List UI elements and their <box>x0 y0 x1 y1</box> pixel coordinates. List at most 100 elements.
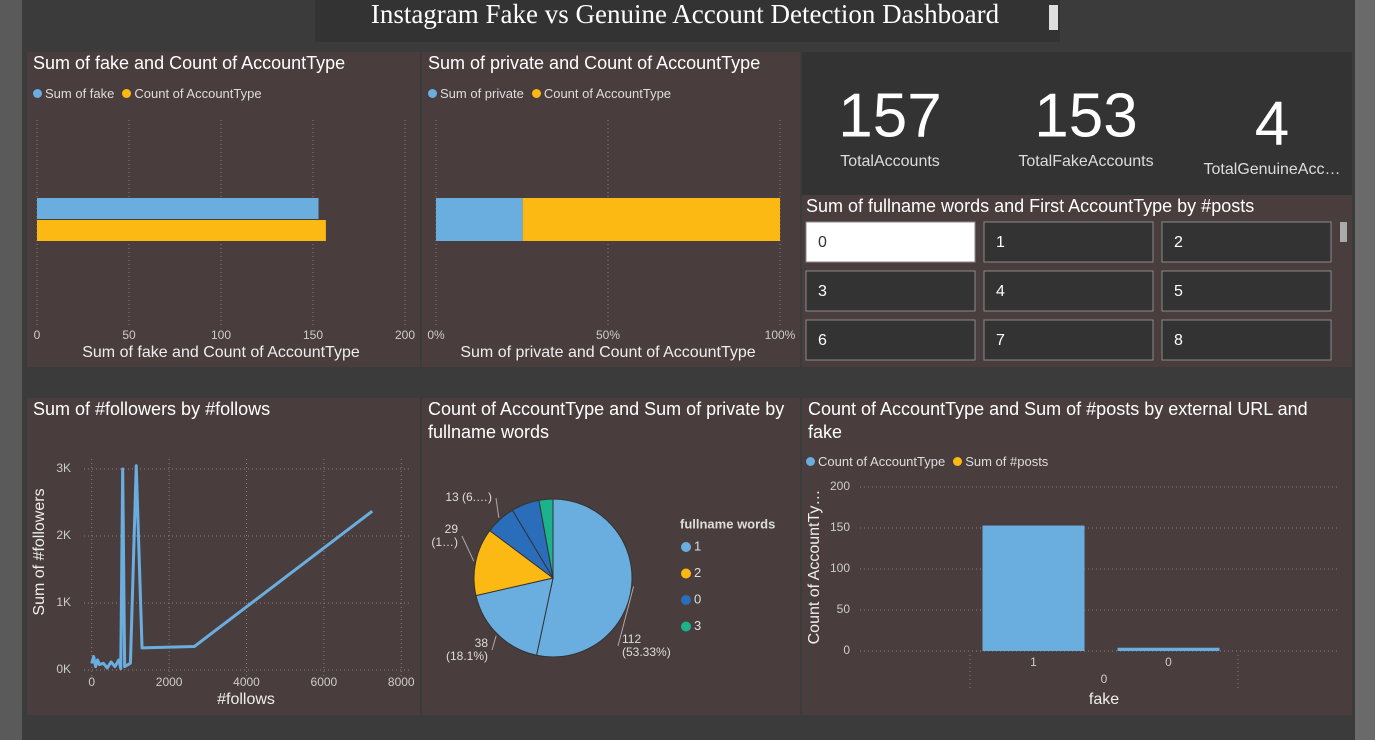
y-axis-title: Sum of #followers <box>31 488 48 615</box>
bar <box>37 198 319 219</box>
slicer-button[interactable]: 3 <box>805 270 976 312</box>
x-tick-label: 0 <box>34 328 41 342</box>
slicer-button-box <box>983 221 1154 263</box>
x-tick-label: 4000 <box>233 675 260 689</box>
slicer-button-box <box>1161 270 1332 312</box>
legend-label: Count of AccountType <box>134 86 262 101</box>
bar <box>982 525 1085 651</box>
slicer-button[interactable]: 0 <box>805 221 976 263</box>
legend-label: 3 <box>694 618 701 633</box>
leader-line <box>491 635 497 651</box>
card-label: TotalFakeAccounts <box>1018 153 1153 170</box>
slicer-button[interactable]: 4 <box>983 270 1154 312</box>
leader-line <box>495 497 500 518</box>
slicer-button-box <box>805 319 976 361</box>
legend-label: 0 <box>694 591 701 606</box>
x-tick-label: 200 <box>395 328 415 342</box>
data-label: 29 (1…) <box>431 522 458 549</box>
legend-swatch <box>953 457 963 466</box>
slicer-button[interactable]: 2 <box>1161 221 1332 263</box>
slicer-button-label: 6 <box>818 332 827 349</box>
x-tick-label: 2000 <box>156 675 183 689</box>
y-tick-label: 0K <box>56 662 71 676</box>
x-tick-label: 0 <box>1165 655 1172 669</box>
scrollbar <box>1340 222 1347 242</box>
x-tick-label: 50 <box>122 328 136 342</box>
y-tick-label: 3K <box>56 461 71 475</box>
slicer-button[interactable]: 8 <box>1161 319 1332 361</box>
slicer-button-label: 3 <box>818 283 827 300</box>
legend-swatch <box>681 542 691 552</box>
bar <box>37 220 326 241</box>
legend-swatch <box>33 89 42 98</box>
chart-title: Count of AccountType and Sum of #posts b… <box>808 399 1308 442</box>
data-label: 13 (6.…) <box>445 490 492 504</box>
x-axis-title: fake <box>1089 691 1119 708</box>
legend-label: Count of AccountType <box>818 454 946 469</box>
bar-segment <box>522 198 780 241</box>
title-box <box>315 0 1060 42</box>
x-tick-label: 100% <box>765 328 796 342</box>
pie-slice <box>473 529 555 597</box>
slicer-button-box <box>983 270 1154 312</box>
card-label: TotalAccounts <box>840 153 940 170</box>
x-axis-title: #follows <box>217 691 275 708</box>
slicer-button[interactable]: 5 <box>1161 270 1332 312</box>
slicer-button-box <box>805 221 976 263</box>
card-value: 153 <box>1034 81 1137 150</box>
legend-title: fullname words <box>680 516 775 531</box>
legend-label: 2 <box>694 565 701 580</box>
legend: Sum of private Count of AccountType <box>428 86 671 101</box>
chart-title: Sum of #followers by #follows <box>33 399 271 419</box>
slicer-button-label: 7 <box>996 332 1005 349</box>
x-tick-label: 150 <box>303 328 323 342</box>
legend-swatch <box>122 89 132 98</box>
x-tick-label: 0 <box>88 675 95 689</box>
data-label: 38 (18.1%) <box>446 636 488 663</box>
title-cursor <box>1049 5 1058 30</box>
slicer-button-box <box>983 319 1154 361</box>
y-tick-label: 2K <box>56 528 71 542</box>
legend-label: Sum of #posts <box>965 454 1049 469</box>
slicer-button[interactable]: 7 <box>983 319 1154 361</box>
y-tick-label: 100 <box>830 561 850 575</box>
slicer-button-label: 1 <box>996 234 1005 251</box>
legend-swatch <box>531 89 541 98</box>
slicer-button-box <box>805 270 976 312</box>
data-label: 112 (53.33%) <box>622 632 671 659</box>
slicer-button-label: 5 <box>1174 283 1183 300</box>
leader-line <box>617 586 635 647</box>
x-tick-label: 50% <box>596 328 620 342</box>
slicer-button-box <box>1161 319 1332 361</box>
y-tick-label: 1K <box>56 595 71 609</box>
legend-item: Count of AccountType <box>122 86 262 101</box>
legend-swatch <box>806 457 815 466</box>
card-panel <box>802 52 1352 195</box>
card-label: TotalGenuineAcc… <box>1204 161 1341 178</box>
x-tick-label: 8000 <box>388 675 415 689</box>
panel <box>27 398 420 715</box>
legend-item: Count of AccountType <box>806 454 945 469</box>
legend-label: Sum of private <box>440 86 524 101</box>
y-tick-label: 0 <box>843 643 850 657</box>
slicer-title: Sum of fullname words and First AccountT… <box>806 196 1255 216</box>
chart-title: Sum of fake and Count of AccountType <box>33 53 346 73</box>
x-group-label: 0 <box>1101 672 1108 686</box>
legend-swatch <box>681 568 691 579</box>
legend: Count of AccountType Sum of #posts <box>806 454 1048 469</box>
slicer-button-label: 0 <box>818 234 827 251</box>
slicer-button-label: 2 <box>1174 234 1183 251</box>
pie-slice <box>475 577 554 656</box>
legend-item: Sum of #posts <box>953 454 1048 469</box>
frame-right <box>1355 0 1375 740</box>
slicer-button[interactable]: 1 <box>983 221 1154 263</box>
y-tick-label: 50 <box>837 602 851 616</box>
x-tick-label: 100 <box>211 328 231 342</box>
x-axis-title: Sum of private and Count of AccountType <box>460 344 755 361</box>
legend-item: Sum of private <box>428 86 524 101</box>
slicer-button[interactable]: 6 <box>805 319 976 361</box>
slicer-button-label: 8 <box>1174 332 1183 349</box>
slicer-button-box <box>1161 221 1332 263</box>
legend: Sum of fake Count of AccountType <box>33 86 262 101</box>
